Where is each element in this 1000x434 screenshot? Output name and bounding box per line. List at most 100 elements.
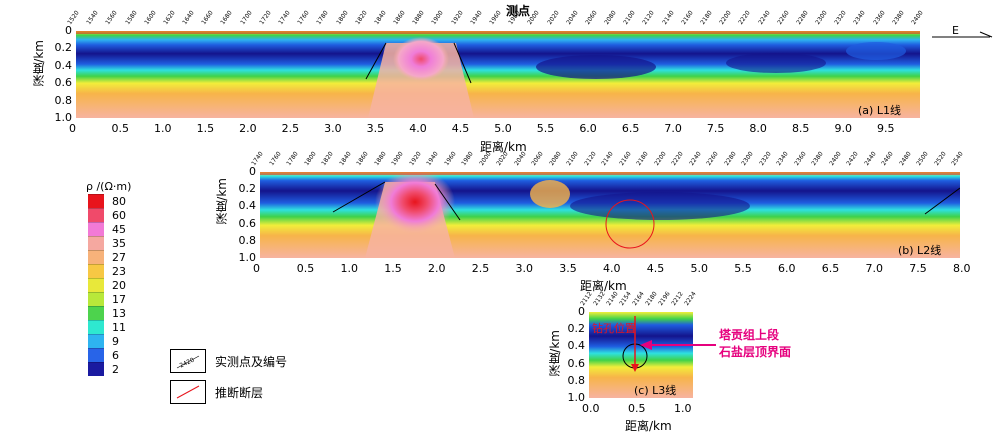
l2-xtick-label: 2.0 xyxy=(428,262,446,275)
l2-xtick-label: 8.0 xyxy=(953,262,971,275)
l1-ytick-label: 0.4 xyxy=(54,58,73,72)
l2-station-label: 2420 xyxy=(845,150,860,167)
l1-xtick-label: 2.5 xyxy=(281,122,300,135)
l1-station-label: 1800 xyxy=(334,9,350,27)
colorbar-swatch xyxy=(88,194,104,208)
colorbar-level: 45 xyxy=(88,222,126,236)
l2-station-label: 2540 xyxy=(950,150,965,167)
colorbar-level: 80 xyxy=(88,194,126,208)
legend-fault-label: 推断断层 xyxy=(215,386,264,400)
l2-station-label: 2080 xyxy=(547,150,563,167)
l3-xtick-label: 0.5 xyxy=(628,402,646,415)
l3-station-label: 2164 xyxy=(631,290,646,307)
l1-station-label: 1600 xyxy=(142,9,158,27)
colorbar-level: 17 xyxy=(88,292,126,306)
l1-xtick-label: 8.5 xyxy=(791,122,810,135)
l3-section-plot xyxy=(589,312,693,398)
l1-station-label: 1900 xyxy=(430,9,446,27)
l3-station-label: 2212 xyxy=(670,290,685,307)
l3-station-label: 2224 xyxy=(683,290,698,307)
colorbar-title: ρ /(Ω·m) xyxy=(86,180,132,193)
l1-xtick-label: 9.0 xyxy=(834,122,852,135)
l2-station-label: 1920 xyxy=(407,150,423,167)
colorbar-swatch xyxy=(88,250,104,264)
l1-xtick-label: 9.5 xyxy=(877,122,895,135)
l1-station-label: 1960 xyxy=(488,9,503,27)
l1-station-label: 1580 xyxy=(123,9,139,27)
l1-station-label: 2380 xyxy=(891,9,906,27)
colorbar-swatch xyxy=(88,208,104,222)
l1-xtick-label: 0.5 xyxy=(111,122,130,135)
l1-xtick-label: 7.5 xyxy=(706,122,725,135)
l2-station-label: 1780 xyxy=(285,150,300,167)
legend-station-label: 实测点及编号 xyxy=(215,355,288,369)
l2-station-label: 2400 xyxy=(827,150,843,167)
l1-station-label: 1700 xyxy=(238,9,254,27)
l1-station-label: 1640 xyxy=(181,9,196,27)
colorbar-swatch xyxy=(88,334,104,348)
l2-xtick-label: 6.5 xyxy=(821,262,840,275)
l1-station-label: 1840 xyxy=(373,9,388,27)
colorbar-level-label: 80 xyxy=(112,194,126,208)
l2-xtick-label: 4.0 xyxy=(603,262,621,275)
l1-station-label: 1560 xyxy=(104,9,120,27)
l1-station-label: 1780 xyxy=(315,9,331,27)
l1-resistivity-image xyxy=(76,31,920,118)
l2-ytick-label: 0.8 xyxy=(238,233,257,247)
direction-arrow xyxy=(930,27,994,47)
l1-station-label: 2220 xyxy=(737,9,753,27)
l2-xtick-label: 6.0 xyxy=(778,262,796,275)
l2-station-label: 1900 xyxy=(390,150,405,167)
colorbar-level: 9 xyxy=(88,334,126,348)
colorbar-level: 11 xyxy=(88,320,126,334)
l1-xtick-label: 4.0 xyxy=(409,122,427,135)
l2-station-label: 2500 xyxy=(915,150,930,167)
annotation-line1: 塔贡组上段 xyxy=(719,328,780,342)
l1-station-label: 2400 xyxy=(910,9,925,27)
colorbar-level: 2 xyxy=(88,362,126,376)
l1-caption: (a) L1线 xyxy=(858,104,901,117)
l1-xtick-label: 5.5 xyxy=(536,122,555,135)
l2-xtick-label: 0 xyxy=(253,262,260,275)
l2-station-label: 2480 xyxy=(897,150,913,167)
l1-station-label: 2280 xyxy=(795,9,810,27)
l1-station-label: 2240 xyxy=(756,9,772,27)
l2-station-label: 2220 xyxy=(670,150,685,167)
l2-section-plot xyxy=(260,170,961,258)
l1-station-label: 1720 xyxy=(258,9,273,27)
l2-xtick-label: 4.5 xyxy=(646,262,665,275)
colorbar-level: 60 xyxy=(88,208,126,222)
l1-station-label: 1520 xyxy=(66,9,81,27)
l1-ytick-label: 0.2 xyxy=(54,41,73,55)
colorbar-level: 13 xyxy=(88,306,126,320)
colorbar-swatch xyxy=(88,236,104,250)
l2-station-label: 2120 xyxy=(582,150,598,167)
l1-xtick-label: 1.5 xyxy=(196,122,215,135)
l3-ytick-label: 0 xyxy=(578,305,585,318)
l3-ytick-label: 0.4 xyxy=(567,339,586,353)
l1-station-label: 2340 xyxy=(852,9,868,27)
l2-xtick-label: 1.5 xyxy=(384,262,402,275)
l2-ytick-label: 0.6 xyxy=(238,216,257,230)
colorbar-level-label: 35 xyxy=(112,236,126,250)
l2-xtick-label: 7.0 xyxy=(865,262,884,275)
l3-ylabel: 深度/km xyxy=(548,330,562,377)
l1-xtick-label: 7.0 xyxy=(664,122,682,135)
l2-station-label: 2280 xyxy=(722,150,738,167)
l3-station-label: 2180 xyxy=(644,290,659,307)
l2-ytick-label: 0.4 xyxy=(238,199,257,213)
l1-station-label: 1880 xyxy=(411,9,427,27)
colorbar-level-label: 20 xyxy=(112,278,126,292)
colorbar: 80 60 45 35 27 23 20 17 13 11 9 6 2 xyxy=(88,194,126,376)
l1-station-label: 2020 xyxy=(545,9,561,27)
l1-station-label: 1620 xyxy=(162,9,177,27)
colorbar-level-label: 13 xyxy=(112,306,126,320)
l1-xlabel: 距离/km xyxy=(480,140,527,154)
colorbar-swatch xyxy=(88,278,104,292)
l2-station-label: 2140 xyxy=(600,150,615,167)
l2-station-label: 2340 xyxy=(775,150,790,167)
colorbar-swatch xyxy=(88,292,104,306)
l1-station-label: 2300 xyxy=(814,9,829,27)
colorbar-level-label: 6 xyxy=(112,348,119,362)
colorbar-swatch xyxy=(88,348,104,362)
